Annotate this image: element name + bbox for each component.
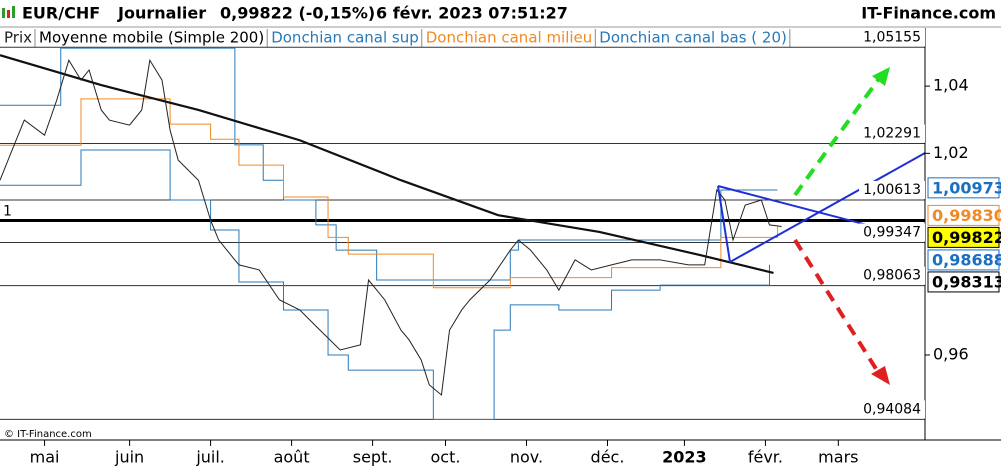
- x-tick-label: mai: [30, 448, 60, 467]
- watermark: © IT-Finance.com: [4, 429, 92, 440]
- y-tick-label: 1,02: [933, 143, 969, 162]
- x-tick-label: déc.: [591, 448, 625, 467]
- price-tag: [927, 226, 1000, 248]
- x-tick-label: mars: [818, 448, 858, 467]
- series-line: [0, 149, 770, 420]
- legend: Prix Moyenne mobile (Simple 200) Donchian …: [4, 29, 791, 47]
- key-level-label: 1: [3, 204, 12, 220]
- price-tag: [927, 204, 1000, 226]
- x-tick-label: août: [274, 448, 310, 467]
- level-label-bg: [859, 124, 925, 143]
- title: EUR/CHF: [22, 4, 100, 23]
- price-tag-label: 0,98688: [932, 250, 1001, 269]
- icon: [12, 6, 15, 18]
- x-tick-label: févr.: [748, 448, 783, 467]
- level-label-bg: [859, 400, 925, 419]
- icon: [7, 10, 10, 18]
- legend-entry: Donchian canal milieu: [426, 29, 593, 47]
- arrow-up-head: [872, 67, 890, 86]
- arrow-up: [793, 78, 880, 197]
- legend-entry: Donchian canal sup: [271, 29, 419, 47]
- level-label-bg: [859, 266, 925, 285]
- x-tick-label: nov.: [510, 448, 543, 467]
- trend-line: [717, 185, 731, 263]
- level-label: 1,05155: [863, 29, 921, 45]
- x-tick-label: juin: [114, 448, 144, 467]
- date: 6 févr. 2023 07:51:27: [376, 4, 568, 23]
- quote: 0,99822 (-0,15%): [220, 4, 375, 23]
- level-label-bg: [859, 28, 925, 47]
- price-tag-label: 0,99822: [932, 228, 1001, 247]
- level-label: 1,00613: [863, 182, 921, 198]
- plot-area: [0, 46, 925, 420]
- arrow-down-head: [871, 366, 890, 385]
- legend-entry: Prix: [4, 29, 32, 47]
- legend-entry: Moyenne mobile (Simple 200): [39, 29, 264, 47]
- y-tick-label: 1,04: [933, 76, 969, 95]
- x-tick-label: juil.: [195, 448, 225, 467]
- price-tag-label: 0,99830: [932, 206, 1001, 225]
- x-tick-label: 2023: [662, 448, 707, 467]
- series-line: [0, 47, 778, 281]
- legend-entry: Donchian canal bas ( 20): [599, 29, 787, 47]
- x-tick-label: oct.: [431, 448, 461, 467]
- level-label: 1,02291: [863, 126, 921, 142]
- price-tag-label: 0,98313: [932, 272, 1001, 291]
- y-tick-label: 0,96: [933, 344, 969, 363]
- price-tag: [927, 177, 1000, 199]
- series-line: [0, 98, 779, 289]
- subtitle: Journalier: [117, 4, 206, 23]
- source: IT-Finance.com: [861, 4, 996, 23]
- arrow-down: [793, 238, 880, 374]
- level-label: 0,99347: [863, 224, 921, 240]
- series-line: [0, 58, 782, 396]
- price-tag: [927, 249, 1000, 271]
- x-tick-label: sept.: [353, 448, 393, 467]
- level-label: 0,94084: [863, 401, 921, 417]
- level-label: 0,98063: [863, 268, 921, 284]
- series-line: [0, 54, 774, 275]
- price-tag-label: 1,00973: [932, 178, 1001, 197]
- icon: [2, 8, 5, 18]
- price-tag: [927, 271, 1000, 293]
- level-label-bg: [859, 180, 925, 199]
- trend-line: [729, 152, 926, 263]
- level-label-bg: [859, 223, 925, 242]
